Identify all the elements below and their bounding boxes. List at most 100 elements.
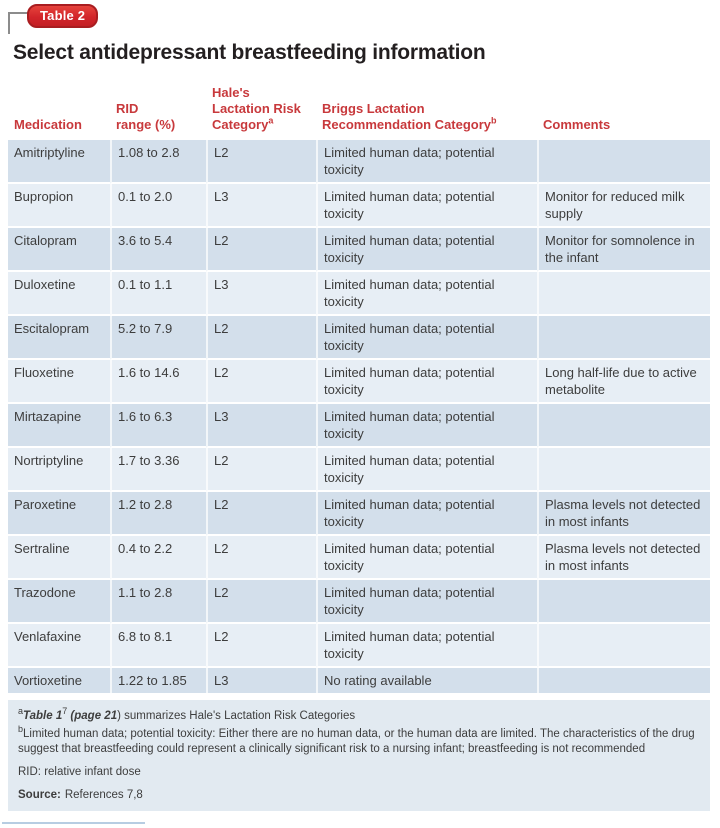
footnote-a: aTable 17 (page 21) summarizes Hale's La… (18, 706, 700, 724)
cell-briggs: Limited human data; potential toxicity (316, 536, 537, 580)
table-row: Fluoxetine 1.6 to 14.6 L2 Limited human dat… (8, 360, 710, 404)
cell-hale: L2 (206, 448, 316, 492)
table-title: Select antidepressant breastfeeding info… (13, 41, 486, 64)
cell-rid: 1.6 to 6.3 (110, 404, 206, 448)
corner-bracket-vertical (8, 12, 10, 34)
cell-comments: Long half-life due to active metabolite (537, 360, 710, 404)
cell-briggs: No rating available (316, 668, 537, 693)
cell-briggs: Limited human data; potential toxicity (316, 580, 537, 624)
source-note: Source: References 7,8 (18, 788, 700, 803)
cell-comments (537, 580, 710, 624)
cell-comments (537, 272, 710, 316)
cell-briggs: Limited human data; potential toxicity (316, 184, 537, 228)
footnote-a-segment: 7 (62, 706, 68, 717)
column-header-medication: Medication (8, 73, 110, 140)
cell-hale: L3 (206, 184, 316, 228)
rid-definition: RID: relative infant dose (18, 766, 141, 778)
cell-hale: L3 (206, 668, 316, 693)
cell-medication: Venlafaxine (8, 624, 110, 668)
table-row: Sertraline 0.4 to 2.2 L2 Limited human data… (8, 536, 710, 580)
cell-comments: Monitor for somnolence in the infant (537, 228, 710, 272)
cell-medication: Duloxetine (8, 272, 110, 316)
table-row: Duloxetine 0.1 to 1.1 L3 Limited human data… (8, 272, 710, 316)
table-row: Nortriptyline 1.7 to 3.36 L2 Limited human … (8, 448, 710, 492)
cell-hale: L2 (206, 624, 316, 668)
footnote-a-segment: (page 21 (67, 710, 118, 722)
source-label: Source: (18, 789, 61, 801)
cell-medication: Citalopram (8, 228, 110, 272)
table-body: Amitriptyline 1.08 to 2.8 L2 Limited human … (8, 140, 710, 693)
cell-medication: Mirtazapine (8, 404, 110, 448)
footnote-a-marker: a (18, 706, 24, 717)
cell-rid: 6.8 to 8.1 (110, 624, 206, 668)
table-row: Paroxetine 1.2 to 2.8 L2 Limited human data… (8, 492, 710, 536)
cell-rid: 0.1 to 1.1 (110, 272, 206, 316)
cell-briggs: Limited human data; potential toxicity (316, 228, 537, 272)
table-row: Citalopram 3.6 to 5.4 L2 Limited human data… (8, 228, 710, 272)
cell-hale: L2 (206, 536, 316, 580)
cell-rid: 1.7 to 3.36 (110, 448, 206, 492)
cell-briggs: Limited human data; potential toxicity (316, 624, 537, 668)
cell-comments (537, 316, 710, 360)
table-header-row: Medication RID range (%) Hale's Lactation Ri… (8, 73, 710, 140)
cell-rid: 1.6 to 14.6 (110, 360, 206, 404)
cell-hale: L2 (206, 580, 316, 624)
cell-rid: 1.08 to 2.8 (110, 140, 206, 184)
cell-briggs: Limited human data; potential toxicity (316, 360, 537, 404)
footnotes: aTable 17 (page 21) summarizes Hale's La… (8, 700, 710, 811)
column-header-rid: RID range (%) (110, 73, 206, 140)
cell-hale: L2 (206, 140, 316, 184)
cell-medication: Trazodone (8, 580, 110, 624)
cell-comments: Plasma levels not detected in most infan… (537, 536, 710, 580)
cell-comments (537, 140, 710, 184)
cell-medication: Escitalopram (8, 316, 110, 360)
cell-briggs: Limited human data; potential toxicity (316, 404, 537, 448)
column-header-comments: Comments (537, 73, 710, 140)
footnote-b-text: Limited human data; potential toxicity: … (18, 728, 695, 755)
footnote-b-marker: b (18, 724, 24, 735)
corner-bracket-horizontal (8, 12, 34, 14)
table-row: Vortioxetine 1.22 to 1.85 L3 No rating avai… (8, 668, 710, 693)
source-text: References 7,8 (64, 789, 143, 801)
cell-rid: 1.1 to 2.8 (110, 580, 206, 624)
cell-comments (537, 668, 710, 693)
medication-table: Medication RID range (%) Hale's Lactation Ri… (8, 73, 710, 693)
cell-medication: Paroxetine (8, 492, 110, 536)
cell-briggs: Limited human data; potential toxicity (316, 492, 537, 536)
cell-hale: L2 (206, 228, 316, 272)
column-header-hale: Hale's Lactation Risk Categorya (206, 73, 316, 140)
cell-medication: Fluoxetine (8, 360, 110, 404)
table-row: Amitriptyline 1.08 to 2.8 L2 Limited human … (8, 140, 710, 184)
cell-hale: L2 (206, 492, 316, 536)
table-row: Escitalopram 5.2 to 7.9 L2 Limited human da… (8, 316, 710, 360)
table-row: Trazodone 1.1 to 2.8 L2 Limited human data;… (8, 580, 710, 624)
cell-comments: Monitor for reduced milk supply (537, 184, 710, 228)
cell-hale: L3 (206, 272, 316, 316)
table-marker: Table 2 (0, 0, 720, 34)
cell-comments (537, 404, 710, 448)
cell-rid: 0.4 to 2.2 (110, 536, 206, 580)
cell-medication: Nortriptyline (8, 448, 110, 492)
footnote-a-segment: Table 1 (23, 710, 63, 722)
footnote-a-text: Table 17 (page 21) summarizes Hale's Lac… (23, 707, 355, 722)
footnote-b: bLimited human data; potential toxicity:… (18, 724, 700, 757)
bottom-rule (2, 822, 145, 824)
cell-rid: 1.22 to 1.85 (110, 668, 206, 693)
cell-medication: Amitriptyline (8, 140, 110, 184)
cell-hale: L2 (206, 360, 316, 404)
cell-briggs: Limited human data; potential toxicity (316, 140, 537, 184)
cell-comments: Plasma levels not detected in most infan… (537, 492, 710, 536)
cell-comments (537, 448, 710, 492)
cell-medication: Sertraline (8, 536, 110, 580)
cell-hale: L3 (206, 404, 316, 448)
cell-briggs: Limited human data; potential toxicity (316, 272, 537, 316)
cell-briggs: Limited human data; potential toxicity (316, 448, 537, 492)
cell-briggs: Limited human data; potential toxicity (316, 316, 537, 360)
table-row: Mirtazapine 1.6 to 6.3 L3 Limited human dat… (8, 404, 710, 448)
cell-rid: 1.2 to 2.8 (110, 492, 206, 536)
table-row: Venlafaxine 6.8 to 8.1 L2 Limited human dat… (8, 624, 710, 668)
table-header: Medication RID range (%) Hale's Lactation Ri… (8, 73, 710, 140)
table-number-badge: Table 2 (27, 4, 99, 28)
column-header-briggs: Briggs Lactation Recommendation Categoryb (316, 73, 537, 140)
